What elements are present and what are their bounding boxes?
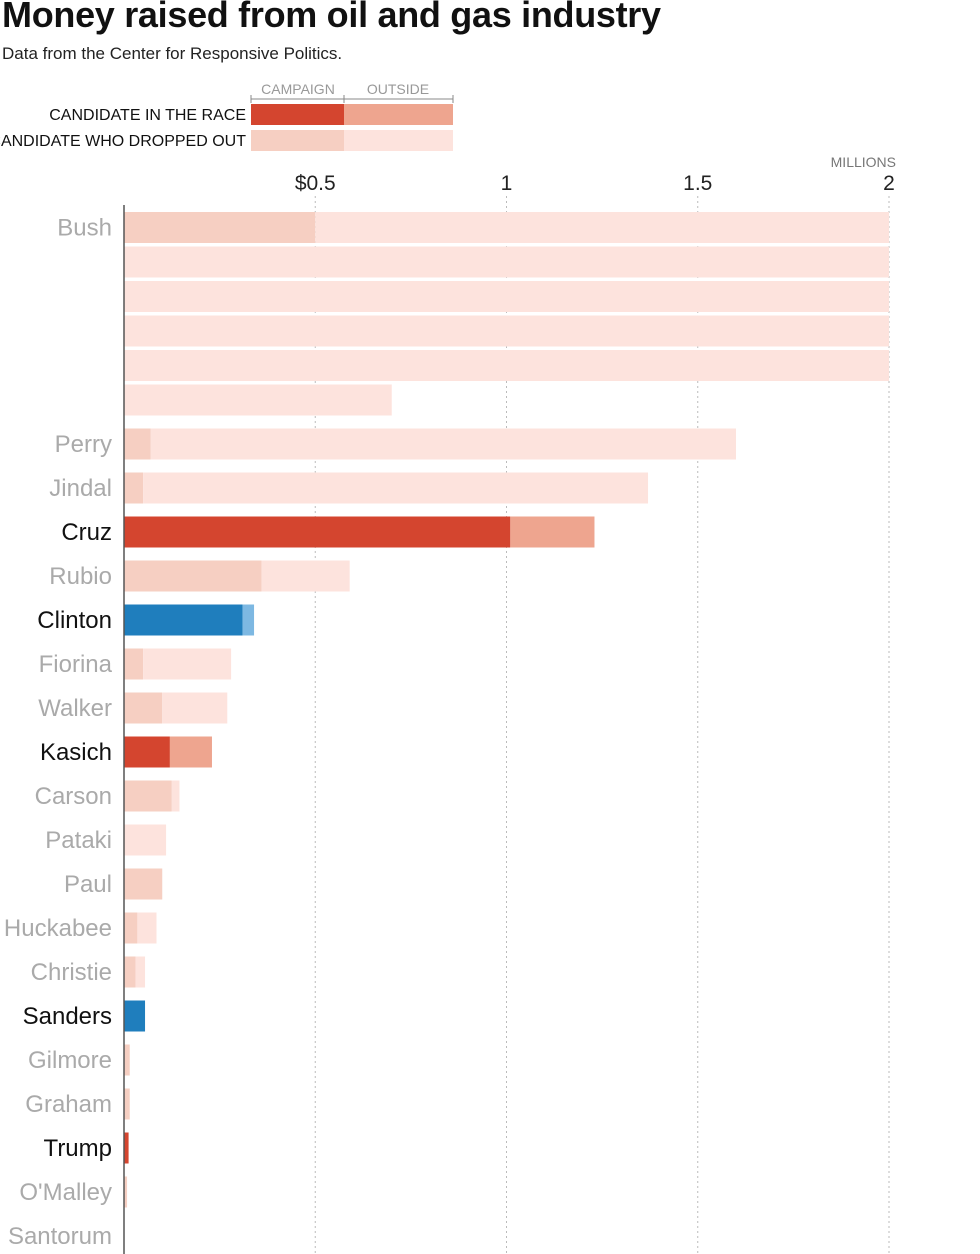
- candidate-label: Jindal: [49, 475, 112, 502]
- chart-title: Money raised from oil and gas industry: [2, 0, 661, 35]
- bar-outside: [510, 516, 595, 548]
- bar-outside: [124, 384, 392, 416]
- candidate-label: Graham: [25, 1091, 112, 1118]
- legend-dropped-label: CANDIDATE WHO DROPPED OUT: [0, 133, 246, 150]
- candidate-label: Paul: [64, 871, 112, 898]
- bar-campaign: [124, 868, 163, 900]
- bar-campaign: [124, 1088, 130, 1120]
- units-label: MILLIONS: [831, 154, 896, 170]
- bar-campaign: [124, 912, 138, 944]
- legend-swatch-dropped-campaign: [251, 130, 344, 151]
- bar-outside: [143, 472, 649, 504]
- bar-campaign: [124, 956, 136, 988]
- bar-outside: [162, 692, 228, 724]
- bar-campaign: [124, 1000, 146, 1032]
- bar-outside: [171, 780, 180, 812]
- candidate-label: Santorum: [8, 1223, 112, 1250]
- candidate-label: Trump: [44, 1135, 112, 1162]
- candidate-label: Kasich: [40, 739, 112, 766]
- legend-in-race-label: CANDIDATE IN THE RACE: [49, 107, 246, 124]
- legend-swatch-in-race-outside: [344, 104, 453, 125]
- bar-outside: [150, 428, 736, 460]
- legend-swatch-in-race-campaign: [251, 104, 344, 125]
- bar-campaign: [124, 560, 262, 592]
- x-tick-label: $0.5: [295, 172, 336, 195]
- candidate-labels: Bush Perry Jindal Cruz Rubio Clinton Fiorina Wa…: [4, 215, 113, 1251]
- bar-outside: [143, 648, 232, 680]
- bar-outside: [124, 824, 167, 856]
- legend-outside-label: OUTSIDE: [367, 81, 429, 97]
- bar-campaign: [124, 692, 163, 724]
- legend-campaign-label: CAMPAIGN: [261, 81, 335, 97]
- bar-campaign: [124, 1044, 130, 1076]
- bar-campaign: [124, 212, 316, 243]
- bar-campaign: [124, 648, 144, 680]
- legend-swatch-dropped-outside: [344, 130, 453, 151]
- candidate-label: Christie: [31, 959, 112, 986]
- bars: [124, 212, 889, 1208]
- bar-campaign: [124, 780, 172, 812]
- candidate-label: Pataki: [45, 827, 112, 854]
- x-tick-label: 1.5: [683, 172, 712, 195]
- candidate-label: Walker: [38, 695, 112, 722]
- bar-outside: [137, 912, 157, 944]
- candidate-label: Carson: [35, 783, 112, 810]
- x-axis-ticks: $0.5 1 1.5 2: [295, 172, 895, 195]
- candidate-label: Cruz: [61, 519, 112, 546]
- candidate-label: Perry: [55, 431, 112, 458]
- bar-outside: [261, 560, 350, 592]
- bar-campaign: [124, 428, 151, 460]
- bar-outside: [242, 604, 255, 636]
- candidate-label: Gilmore: [28, 1047, 112, 1074]
- bar-outside: [124, 246, 889, 278]
- candidate-label: Huckabee: [4, 915, 112, 942]
- chart-subtitle: Data from the Center for Responsive Poli…: [2, 44, 343, 63]
- bar-outside: [169, 736, 212, 768]
- bar-outside: [124, 281, 889, 312]
- bar-campaign: [124, 516, 511, 548]
- candidate-label: O'Malley: [19, 1179, 112, 1206]
- bar-outside: [124, 350, 889, 381]
- bar-outside: [135, 956, 146, 988]
- legend: CAMPAIGN OUTSIDE CANDIDATE IN THE RACE C…: [0, 81, 454, 151]
- x-tick-label: 2: [883, 172, 895, 195]
- bar-campaign: [124, 472, 144, 504]
- bar-campaign: [124, 604, 243, 636]
- bar-outside: [315, 212, 889, 243]
- bar-campaign: [124, 1176, 128, 1208]
- candidate-label: Sanders: [23, 1003, 112, 1030]
- bar-outside: [124, 315, 889, 347]
- bar-campaign: [124, 736, 170, 768]
- x-tick-label: 1: [501, 172, 513, 195]
- bar-campaign: [124, 1132, 129, 1164]
- candidate-label: Rubio: [49, 563, 112, 590]
- candidate-label: Fiorina: [39, 651, 113, 678]
- candidate-label: Bush: [57, 215, 112, 242]
- candidate-label: Clinton: [37, 607, 112, 634]
